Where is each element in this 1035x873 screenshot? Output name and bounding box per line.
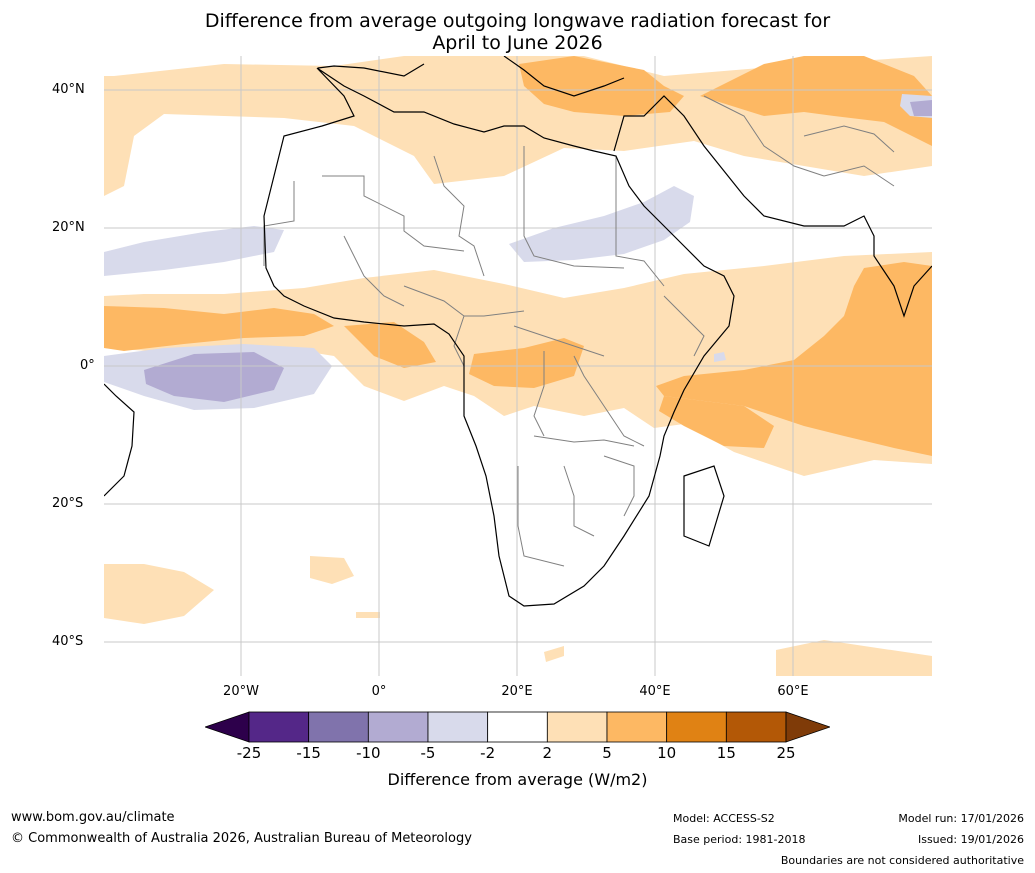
lat-label-20s: 20°S bbox=[52, 496, 84, 511]
country-borders bbox=[263, 95, 895, 567]
colorbar-tick-label: 15 bbox=[716, 744, 736, 762]
title-line-2: April to June 2026 bbox=[432, 32, 603, 54]
anomaly-mid-orange bbox=[104, 56, 932, 456]
lat-label-40n: 40°N bbox=[52, 82, 85, 97]
colorbar-tick-label: 2 bbox=[542, 744, 553, 762]
footer-base-period: Base period: 1981-2018 bbox=[673, 833, 806, 846]
lon-label-40e: 40°E bbox=[639, 684, 671, 699]
colorbar-tick-label: 5 bbox=[602, 744, 612, 762]
footer-copyright: © Commonwealth of Australia 2026, Austra… bbox=[11, 831, 472, 846]
colorbar-tick-label: -2 bbox=[480, 744, 496, 762]
footer-issued: Issued: 19/01/2026 bbox=[917, 833, 1024, 846]
colorbar-segment bbox=[546, 711, 608, 743]
lat-label-0: 0° bbox=[80, 358, 95, 373]
lon-label-20w: 20°W bbox=[223, 684, 259, 699]
colorbar-segment bbox=[427, 711, 489, 743]
coastlines bbox=[104, 56, 932, 607]
graticule bbox=[104, 56, 932, 676]
footer-model: Model: ACCESS-S2 bbox=[673, 812, 775, 825]
footer-model-run: Model run: 17/01/2026 bbox=[898, 812, 1024, 825]
lon-label-20e: 20°E bbox=[501, 684, 533, 699]
colorbar-segment bbox=[367, 711, 429, 743]
colorbar-segment bbox=[606, 711, 668, 743]
colorbar-label: Difference from average (W/m2) bbox=[387, 770, 648, 789]
map-title: Difference from average outgoing longwav… bbox=[0, 10, 1035, 54]
lat-label-40s: 40°S bbox=[52, 634, 84, 649]
colorbar-segment bbox=[308, 711, 369, 743]
colorbar-segment bbox=[487, 711, 548, 743]
lat-label-20n: 20°N bbox=[52, 220, 85, 235]
colorbar-segment bbox=[725, 711, 787, 743]
lon-label-0: 0° bbox=[371, 684, 387, 699]
lon-label-60e: 60°E bbox=[777, 684, 809, 699]
colorbar-segment bbox=[248, 711, 310, 743]
colorbar-tick-label: 25 bbox=[776, 744, 796, 762]
colorbar-arrow-high bbox=[785, 711, 830, 743]
colorbar-tick-label: -10 bbox=[356, 744, 381, 762]
colorbar bbox=[205, 711, 830, 743]
title-line-1: Difference from average outgoing longwav… bbox=[204, 10, 831, 32]
colorbar-tick-label: -15 bbox=[296, 744, 321, 762]
footer-disclaimer: Boundaries are not considered authoritat… bbox=[780, 854, 1024, 867]
footer-url: www.bom.gov.au/climate bbox=[11, 810, 175, 825]
forecast-map bbox=[104, 56, 932, 676]
anomaly-mid-purple bbox=[144, 100, 932, 402]
colorbar-tick-label: -25 bbox=[236, 744, 262, 762]
colorbar-segment bbox=[666, 711, 727, 743]
colorbar-tick-label: -5 bbox=[420, 744, 436, 762]
colorbar-tick-label: 10 bbox=[657, 744, 677, 762]
colorbar-arrow-low bbox=[205, 711, 250, 743]
